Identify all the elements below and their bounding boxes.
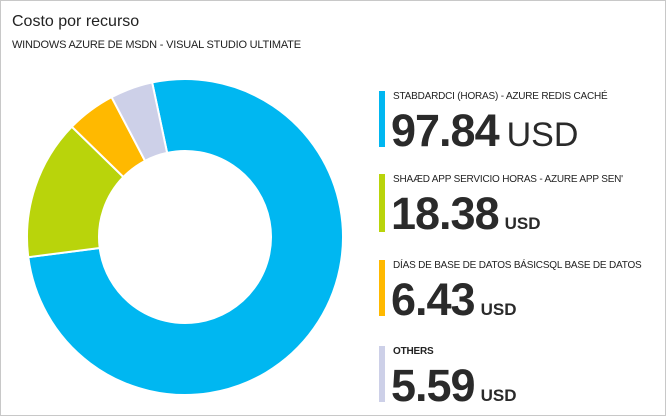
legend-value: 97.84 USD [391,105,578,157]
donut-chart [1,1,371,415]
legend-color-swatch [379,91,385,147]
legend-label: OTHERS [393,346,433,357]
legend-label: SHAÆD APP SERVICIO HORAS - AZURE APP SEN… [393,174,623,185]
legend-label: STABDARDCI (HORAS) - AZURE REDIS CACHÉ [393,91,607,102]
legend-label: DÍAS DE BASE DE DATOS BÁSICSQL BASE DE D… [393,260,642,271]
legend-color-swatch [379,260,385,316]
legend-color-swatch [379,346,385,402]
legend-value-unit: USD [481,386,517,405]
legend-value-unit: USD [505,214,541,233]
legend-value-unit: USD [507,116,579,154]
legend-value-number: 97.84 [391,105,499,156]
legend-value: 6.43 USD [391,274,517,326]
legend-value-number: 5.59 [391,360,475,411]
legend-value: 5.59 USD [391,360,517,412]
legend-value-number: 6.43 [391,274,475,325]
legend-value-number: 18.38 [391,188,499,239]
legend-value: 18.38 USD [391,188,541,240]
legend-value-unit: USD [481,300,517,319]
legend-color-swatch [379,174,385,232]
